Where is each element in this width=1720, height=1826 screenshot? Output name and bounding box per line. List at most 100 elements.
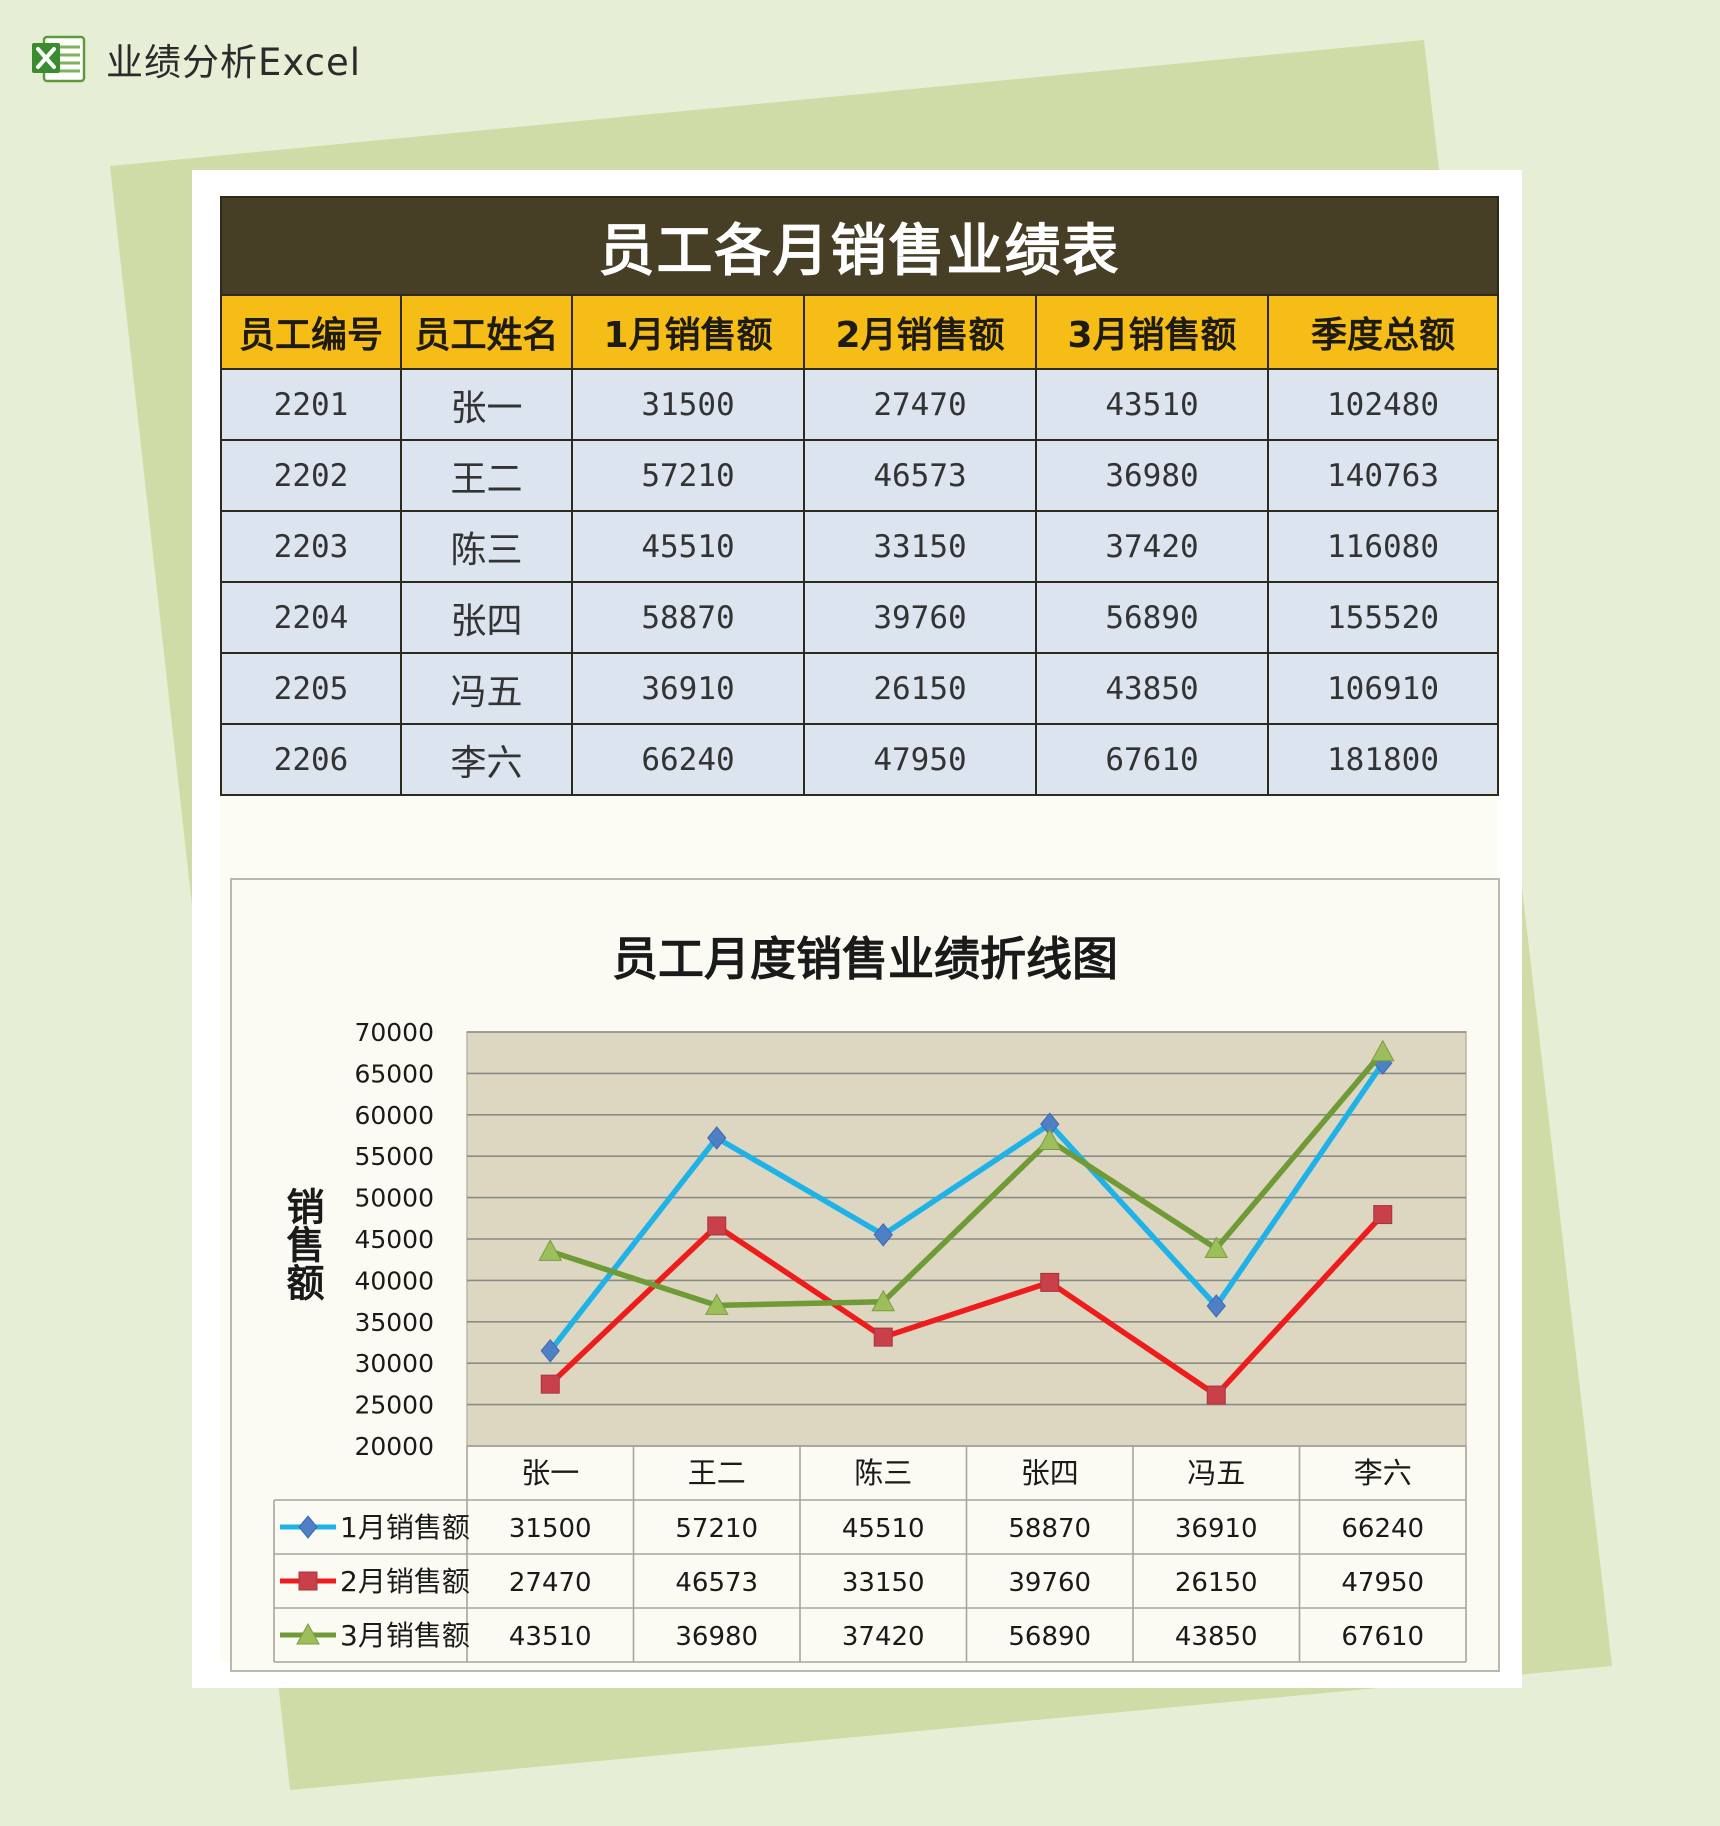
data-label: 67610 [1341,1622,1424,1652]
data-point [1040,1272,1060,1292]
data-label: 57210 [675,1514,758,1544]
data-label: 26150 [1175,1568,1258,1598]
header-quarter-total[interactable]: 季度总额 [1266,294,1500,370]
series-2 [540,1205,1393,1405]
data-label: 46573 [675,1568,758,1598]
legend-key-marker [296,1622,320,1645]
data-point [707,1216,727,1236]
cell-jan-sales[interactable]: 57210 [571,439,805,512]
data-point [540,1338,560,1363]
cell-quarter-total[interactable]: 102480 [1266,368,1500,441]
y-tick-label: 65000 [354,1059,434,1088]
sales-table: 员工各月销售业绩表 员工编号 员工姓名 1月销售额 2月销售额 3月销售额 季度… [219,196,1500,796]
x-category-label: 张四 [1021,1456,1079,1490]
cell-feb-sales[interactable]: 33150 [803,510,1037,583]
data-label: 31500 [509,1514,592,1544]
table-row: 2206 李六 66240 47950 67610 181800 [220,723,1500,796]
header-mar-sales[interactable]: 3月销售额 [1035,294,1269,370]
legend-key-marker [298,1571,318,1591]
table-row: 2201 张一 31500 27470 43510 102480 [220,368,1500,441]
series-line [547,1211,1386,1398]
cell-feb-sales[interactable]: 39760 [803,581,1037,654]
table-row: 2205 冯五 36910 26150 43850 106910 [220,652,1500,725]
x-category-label: 王二 [688,1456,746,1490]
cell-jan-sales[interactable]: 36910 [571,652,805,725]
data-label: 36910 [1175,1514,1258,1544]
cell-employee-name[interactable]: 李六 [400,723,573,796]
cell-feb-sales[interactable]: 27470 [803,368,1037,441]
data-label: 66240 [1341,1514,1424,1544]
cell-mar-sales[interactable]: 43850 [1035,652,1269,725]
sheet-card: 员工各月销售业绩表 员工编号 员工姓名 1月销售额 2月销售额 3月销售额 季度… [192,170,1522,1688]
y-tick-label: 30000 [354,1349,434,1378]
cell-mar-sales[interactable]: 36980 [1035,439,1269,512]
app-title: 业绩分析Excel [106,41,362,84]
cell-quarter-total[interactable]: 140763 [1266,439,1500,512]
cell-quarter-total[interactable]: 116080 [1266,510,1500,583]
cell-employee-id[interactable]: 2206 [220,723,402,796]
cell-employee-name[interactable]: 冯五 [400,652,573,725]
cell-feb-sales[interactable]: 26150 [803,652,1037,725]
y-tick-label: 50000 [354,1184,434,1213]
cell-employee-id[interactable]: 2203 [220,510,402,583]
cell-quarter-total[interactable]: 106910 [1266,652,1500,725]
data-label: 45510 [842,1514,925,1544]
cell-employee-name[interactable]: 王二 [400,439,573,512]
header-jan-sales[interactable]: 1月销售额 [571,294,805,370]
cell-jan-sales[interactable]: 58870 [571,581,805,654]
series-1 [540,1051,1393,1363]
cell-quarter-total[interactable]: 155520 [1266,581,1500,654]
cell-employee-id[interactable]: 2204 [220,581,402,654]
line-chart: 员工月度销售业绩折线图 销售额 20000 25000 30000 35000 40000 4… [230,878,1500,1672]
data-label: 39760 [1008,1568,1091,1598]
excel-icon [32,35,86,83]
data-point [707,1126,727,1150]
cell-feb-sales[interactable]: 46573 [803,439,1037,512]
data-label: 47950 [1341,1568,1424,1598]
table-title: 员工各月销售业绩表 [219,196,1500,296]
cell-jan-sales[interactable]: 66240 [571,723,805,796]
x-category-label: 冯五 [1187,1456,1245,1490]
header-feb-sales[interactable]: 2月销售额 [803,294,1037,370]
series-line [547,1060,1386,1354]
sheet-content: 员工各月销售业绩表 员工编号 员工姓名 1月销售额 2月销售额 3月销售额 季度… [219,196,1500,1672]
cell-jan-sales[interactable]: 45510 [571,510,805,583]
cell-mar-sales[interactable]: 67610 [1035,723,1269,796]
cell-jan-sales[interactable]: 31500 [571,368,805,441]
data-label: 43510 [509,1622,592,1652]
cell-mar-sales[interactable]: 56890 [1035,581,1269,654]
legend-key-marker [298,1515,318,1539]
header-employee-id[interactable]: 员工编号 [220,294,402,370]
y-axis-label: 销售额 [280,1187,324,1301]
cell-mar-sales[interactable]: 37420 [1035,510,1269,583]
y-tick-label: 45000 [354,1225,434,1254]
cell-feb-sales[interactable]: 47950 [803,723,1037,796]
chart-title: 员工月度销售业绩折线图 [612,932,1118,986]
legend-entry: 2月销售额 [340,1565,470,1598]
cell-quarter-total[interactable]: 181800 [1266,723,1500,796]
data-point [1206,1385,1226,1405]
cell-employee-id[interactable]: 2201 [220,368,402,441]
cell-employee-id[interactable]: 2205 [220,652,402,725]
cell-mar-sales[interactable]: 43510 [1035,368,1269,441]
legend-entry: 3月销售额 [340,1619,470,1652]
y-tick-label: 20000 [354,1432,434,1461]
header-employee-name[interactable]: 员工姓名 [400,294,573,370]
cell-employee-id[interactable]: 2202 [220,439,402,512]
data-point [873,1327,893,1347]
cell-employee-name[interactable]: 张一 [400,368,573,441]
data-point [871,1289,896,1312]
data-point [704,1293,729,1315]
x-category-label: 张一 [521,1456,579,1490]
legend-entry: 1月销售额 [340,1511,470,1544]
data-label: 58870 [1008,1514,1091,1544]
cell-employee-name[interactable]: 陈三 [400,510,573,583]
data-label: 27470 [509,1568,592,1598]
data-point [538,1239,563,1261]
data-label: 56890 [1008,1622,1091,1652]
cell-employee-name[interactable]: 张四 [400,581,573,654]
data-point [1206,1294,1226,1318]
table-header-row: 员工编号 员工姓名 1月销售额 2月销售额 3月销售额 季度总额 [220,294,1500,370]
y-tick-label: 25000 [354,1391,434,1420]
